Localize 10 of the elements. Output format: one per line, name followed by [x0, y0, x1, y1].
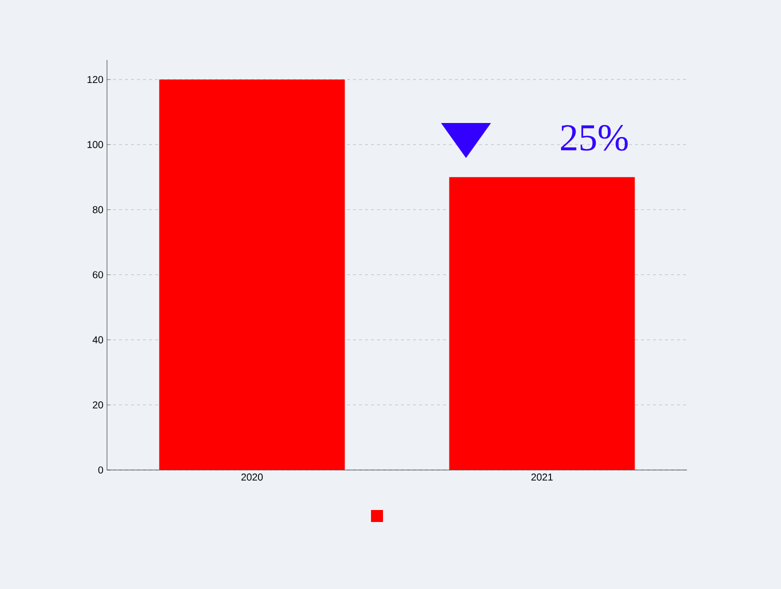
y-tick-label: 40 [92, 336, 104, 344]
x-tick-label: 2020 [241, 474, 263, 481]
annotation: 25% [561, 125, 628, 151]
x-tick-label: 2021 [531, 474, 553, 481]
y-tick-label: 80 [92, 206, 104, 214]
y-tick-label: 60 [92, 271, 104, 278]
y-tick-label: 20 [92, 401, 104, 408]
y-tick-label: 120 [88, 76, 104, 84]
y-tick-label: 100 [88, 141, 104, 148]
y-tick-label: 0 [98, 466, 104, 474]
